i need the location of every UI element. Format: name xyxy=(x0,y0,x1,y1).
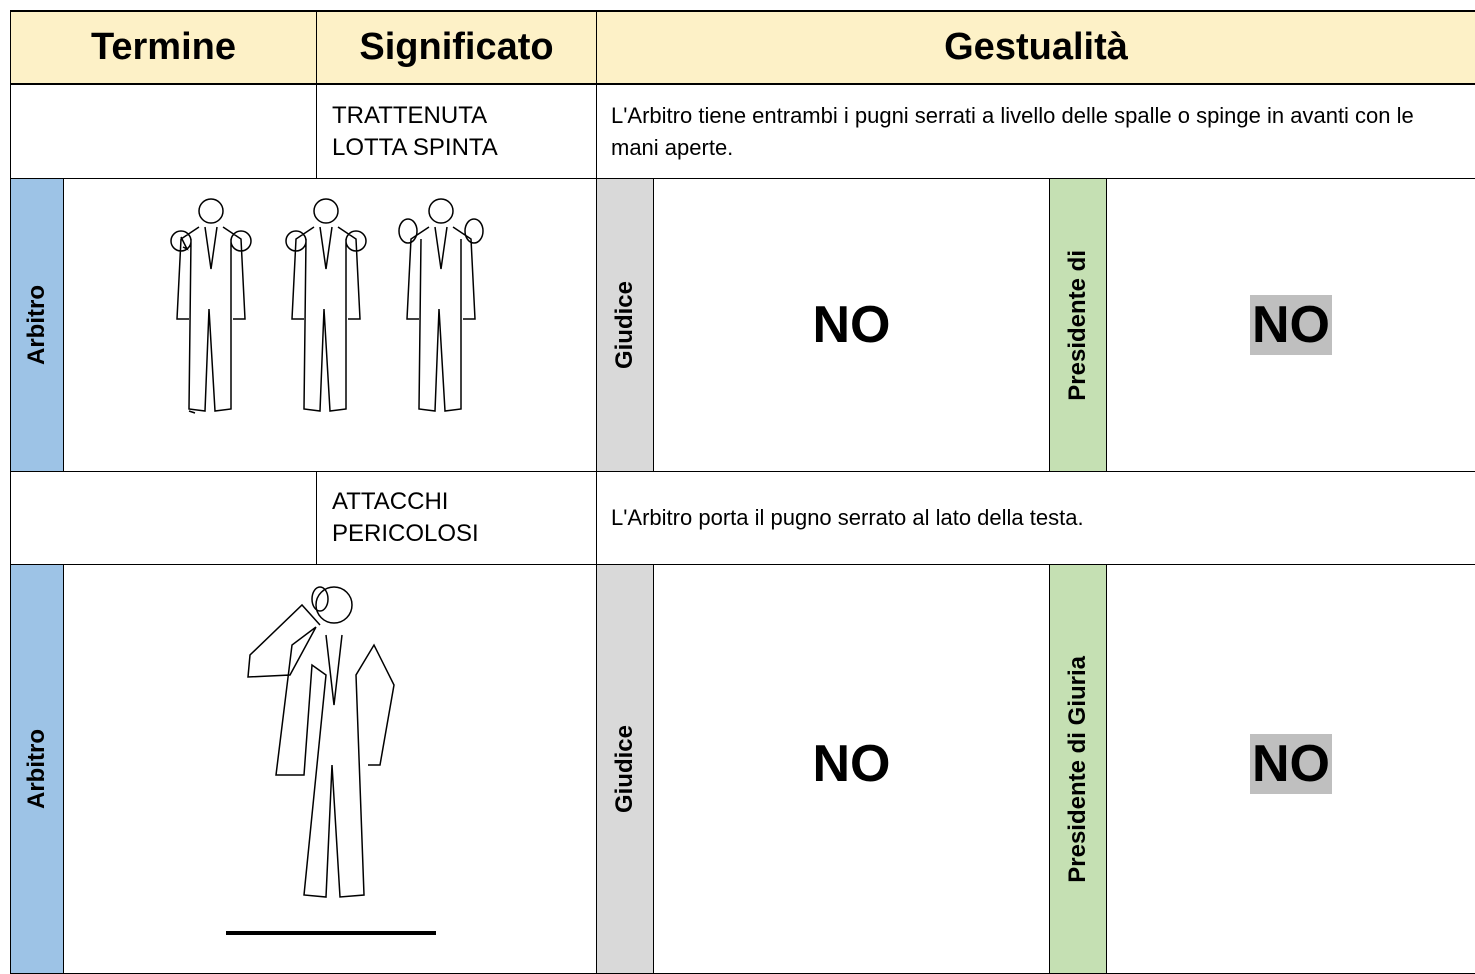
giudice-value-cell: NO xyxy=(653,178,1050,472)
header-cell: Termine xyxy=(10,10,317,85)
significato-cell: TRATTENUTA LOTTA SPINTA xyxy=(316,84,597,179)
figure-cell xyxy=(63,564,597,974)
giudice-cell: Giudice xyxy=(596,178,654,472)
significato-line: TRATTENUTA xyxy=(332,101,488,129)
presidente-value: NO xyxy=(1250,295,1332,355)
description-cell: L'Arbitro tiene entrambi i pugni serrati… xyxy=(596,84,1475,179)
description-cell: L'Arbitro porta il pugno serrato al lato… xyxy=(596,471,1475,565)
header-cell: Gestualità xyxy=(596,10,1475,85)
referee-figures xyxy=(170,198,484,414)
significato-line: LOTTA SPINTA xyxy=(332,133,498,161)
presidente-value-cell: NO xyxy=(1106,564,1475,974)
presidente-label: Presidente di xyxy=(1064,249,1091,401)
giudice-value-cell: NO xyxy=(653,564,1050,974)
presidente-value: NO xyxy=(1250,734,1332,794)
description: L'Arbitro porta il pugno serrato al lato… xyxy=(611,505,1084,530)
significato-line: PERICOLOSI xyxy=(332,520,479,547)
significato-line: ATTACCHI xyxy=(332,488,449,515)
header-significato: Significato xyxy=(359,26,554,68)
referee-figure xyxy=(226,586,436,935)
description: L'Arbitro tiene entrambi i pugni serrati… xyxy=(611,102,1414,160)
presidente-value-cell: NO xyxy=(1106,178,1475,472)
termine-cell xyxy=(10,471,317,565)
giudice-cell: Giudice xyxy=(596,564,654,974)
presidente-cell: Presidente di xyxy=(1049,178,1107,472)
presidente-cell: Presidente di Giuria xyxy=(1049,564,1107,974)
presidente-label: Presidente di Giuria xyxy=(1064,655,1091,883)
significato-cell: ATTACCHI PERICOLOSI xyxy=(316,471,597,565)
arbitro-cell: Arbitro xyxy=(10,564,64,974)
giudice-value: NO xyxy=(812,296,891,354)
header-gestualita: Gestualità xyxy=(944,26,1128,68)
figure-cell xyxy=(63,178,597,472)
header-cell: Significato xyxy=(316,10,597,85)
termine-cell xyxy=(10,84,317,179)
arbitro-cell: Arbitro xyxy=(10,178,64,472)
giudice-value: NO xyxy=(812,735,891,793)
arbitro-label: Arbitro xyxy=(23,285,50,365)
giudice-label: Giudice xyxy=(611,724,638,814)
giudice-label: Giudice xyxy=(611,280,638,370)
header-termine: Termine xyxy=(90,26,236,68)
arbitro-label: Arbitro xyxy=(23,729,50,809)
